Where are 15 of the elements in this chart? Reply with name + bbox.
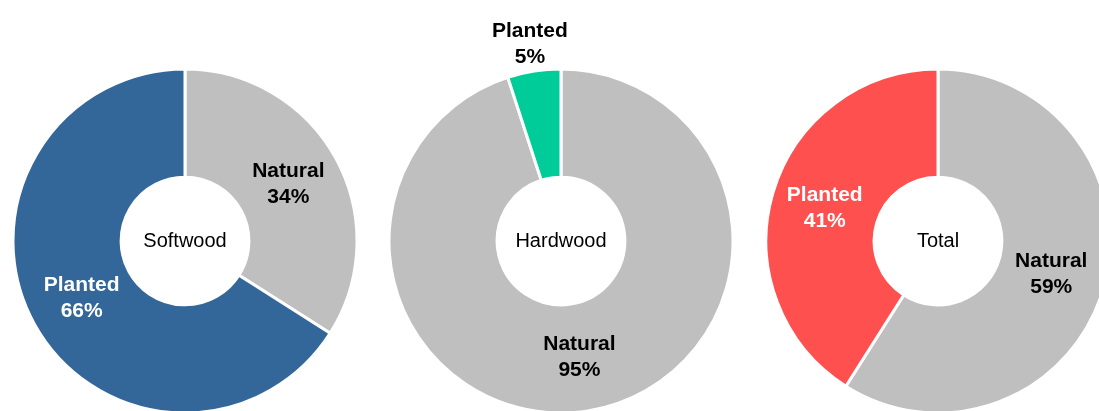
slice-label: Planted <box>43 271 120 295</box>
slice-label: Planted <box>786 181 863 205</box>
slice-label: Natural <box>252 157 325 181</box>
slice-label: Natural <box>1015 247 1088 271</box>
data-label: 5% <box>514 44 546 68</box>
text: Hardwood <box>515 228 607 251</box>
slice-label: Planted <box>491 18 568 42</box>
data-label: 41% <box>803 207 847 231</box>
text: Total <box>916 228 960 251</box>
data-label: 59% <box>1030 273 1073 297</box>
data-label: 95% <box>558 357 601 381</box>
data-label: 34% <box>267 183 310 207</box>
text: Softwood <box>143 228 227 251</box>
data-label: 66% <box>60 297 103 321</box>
slice-label: Natural <box>543 331 616 355</box>
